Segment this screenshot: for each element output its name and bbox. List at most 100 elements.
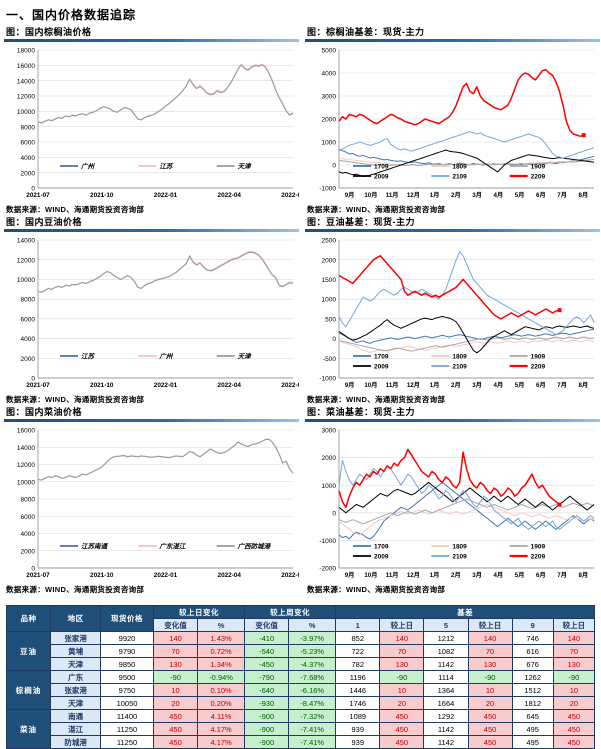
svg-text:2209: 2209 [531,554,546,561]
day-change-pct-cell: 0.20% [197,696,246,710]
basis-1-cell: 1446 [335,683,381,697]
table-row: 天津 10050 20 0.20% -930 -8.47% 1746 20 1664 20 1812… [7,696,596,710]
basis-9-day-cell: 450 [552,722,596,736]
figure-title-f1: 图：国内棕榈油价格 [6,27,92,37]
figure-title-f3: 图：国内豆油价格 [6,217,83,227]
svg-text:2月: 2月 [451,571,461,579]
svg-text:2月: 2月 [451,381,461,389]
svg-text:5月: 5月 [515,191,525,199]
col-basis-5: 5 [423,618,469,632]
week-change-pct-cell: -3.97% [288,631,337,645]
table-row: 黄埔 9790 70 0.72% -540 -5.23% 722 70 1082 70 616 70 [7,644,596,658]
basis-5-day-cell: 450 [467,735,513,749]
svg-text:0: 0 [332,336,336,343]
col-week-change-pct: % [288,618,337,632]
region-cell: 黄埔 [50,644,102,658]
svg-text:18000: 18000 [17,48,35,55]
svg-text:-500: -500 [323,356,336,363]
svg-text:2022-04: 2022-04 [218,382,242,389]
svg-text:-1000: -1000 [319,538,336,545]
col-basis-1: 1 [335,618,381,632]
svg-text:1000: 1000 [322,483,337,490]
svg-text:广州: 广州 [80,163,96,171]
svg-text:9月: 9月 [345,191,355,199]
region-cell: 湛江 [50,722,102,736]
svg-text:8月: 8月 [579,191,589,199]
region-cell: 张家港 [50,631,102,645]
spot-price-cell: 9750 [100,683,154,697]
svg-text:16000: 16000 [17,63,35,70]
week-change-value-cell: -640 [244,683,290,697]
svg-text:5月: 5月 [515,571,525,579]
svg-text:2021-10: 2021-10 [90,572,114,579]
day-change-pct-cell: 4.17% [197,735,246,749]
day-change-pct-cell: 0.10% [197,683,246,697]
week-change-pct-cell: -7.41% [288,722,337,736]
col-basis-9: 9 [511,618,554,632]
day-change-value-cell: 450 [152,735,199,749]
basis-1-day-cell: 20 [379,696,425,710]
svg-text:天津: 天津 [238,163,253,171]
svg-text:4月: 4月 [494,191,504,199]
basis-9-day-cell: 130 [552,657,596,671]
basis-1-day-cell: 450 [379,709,425,723]
svg-text:8000: 8000 [21,297,36,304]
spot-price-cell: 9790 [100,644,154,658]
variety-cell: 豆油 [5,631,52,671]
svg-text:1月: 1月 [430,571,440,579]
svg-text:1月: 1月 [430,381,440,389]
svg-text:5000: 5000 [322,48,337,55]
svg-text:2209: 2209 [531,364,546,371]
region-cell: 天津 [50,657,102,671]
svg-text:2022-01: 2022-01 [154,382,178,389]
figure-rule [305,419,600,422]
svg-text:江苏: 江苏 [81,353,96,361]
basis-5-cell: 1664 [423,696,469,710]
basis-9-cell: 746 [511,631,554,645]
svg-text:2000: 2000 [322,117,337,124]
svg-text:广西防城港: 广西防城港 [237,543,272,551]
basis-5-day-cell: 130 [467,657,513,671]
svg-text:2109: 2109 [452,364,467,371]
svg-text:11月: 11月 [386,381,399,389]
week-change-value-cell: -410 [244,631,290,645]
day-change-pct-cell: 4.17% [197,722,246,736]
svg-text:3000: 3000 [322,94,337,101]
svg-text:16000: 16000 [17,428,35,435]
svg-text:7月: 7月 [557,571,567,579]
figure-title-f6: 图：菜油基差：现货-主力 [307,407,415,417]
source-note-f6: 数据来源：WIND、海通期货投资咨询部 [307,585,446,594]
variety-cell: 菜油 [5,709,52,749]
svg-text:2500: 2500 [322,238,337,245]
basis-1-cell: 1089 [335,709,381,723]
svg-text:2000: 2000 [21,356,36,363]
svg-text:6月: 6月 [536,571,546,579]
svg-text:10月: 10月 [364,571,377,579]
col-variety: 品种 [5,605,52,632]
svg-text:广东湛江: 广东湛江 [158,543,187,551]
svg-text:8000: 8000 [21,124,36,131]
table-row: 豆油 张家港 9920 140 1.43% -410 -3.97% 852 140 1212 140… [5,631,596,671]
svg-text:1709: 1709 [374,544,389,551]
basis-5-cell: 1364 [423,683,469,697]
day-change-value-cell: 10 [152,683,199,697]
day-change-value-cell: 450 [152,709,199,723]
basis-5-day-cell: 70 [467,644,513,658]
svg-text:2022-01: 2022-01 [154,192,178,199]
svg-text:2021-10: 2021-10 [90,382,114,389]
svg-text:2009: 2009 [374,554,389,561]
basis-1-cell: 939 [335,735,381,749]
svg-text:10月: 10月 [364,191,377,199]
charts-grid: 图：国内棕榈油价格 0 2000 4000 6000 8000 10000 12000 140… [4,27,600,597]
col-day-change: 较上日变化 [152,605,246,619]
svg-text:2109: 2109 [452,554,467,561]
svg-text:广州: 广州 [158,353,174,361]
basis-1-cell: 939 [335,722,381,736]
col-day-change-pct: % [197,618,246,632]
basis-9-cell: 495 [511,722,554,736]
svg-text:7月: 7月 [557,381,567,389]
basis-9-day-cell: 450 [552,735,596,749]
svg-text:1909: 1909 [531,544,546,551]
basis-5-cell: 1142 [423,722,469,736]
chart-palm-oil-basis: -1000 0 1000 2000 3000 4000 5000 9月 10月 11月 12月 1月 2… [305,44,600,204]
